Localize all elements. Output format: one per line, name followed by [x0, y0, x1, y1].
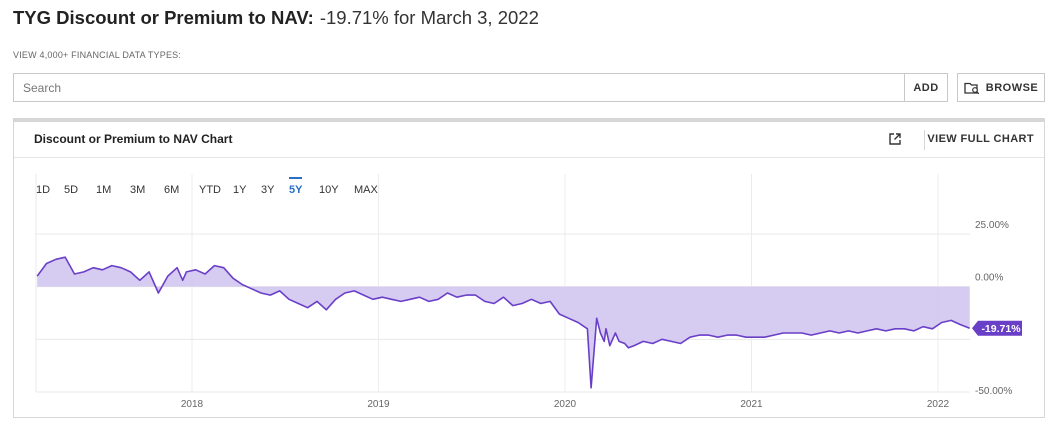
- range-button-3m[interactable]: 3M: [130, 184, 146, 196]
- chart-area: 25.00%0.00%-50.00% 2018 2019 2020 2021 2022 …: [35, 174, 1022, 410]
- range-button-10y[interactable]: 10Y: [319, 184, 339, 196]
- panel-divider: [14, 157, 1044, 158]
- x-tick-label: 2018: [181, 399, 204, 410]
- x-tick-label: 2020: [554, 399, 577, 410]
- x-tick-label: 2021: [740, 399, 763, 410]
- data-types-caption: VIEW 4,000+ FINANCIAL DATA TYPES:: [13, 50, 182, 60]
- last-value-badge: -19.71%: [972, 320, 1022, 336]
- browse-button-label: BROWSE: [985, 81, 1039, 94]
- page-title-value: -19.71% for March 3, 2022: [319, 7, 539, 28]
- chart-panel: Discount or Premium to NAV Chart VIEW FU…: [13, 118, 1045, 418]
- x-tick-label: 2019: [367, 399, 390, 410]
- last-value-badge-text: -19.71%: [981, 323, 1021, 335]
- x-axis-ticks: 2018 2019 2020 2021 2022: [181, 399, 950, 410]
- range-button-max[interactable]: MAX: [354, 184, 378, 196]
- search-box: ADD: [13, 73, 948, 102]
- page-title: TYG Discount or Premium to NAV: -19.71% f…: [13, 7, 539, 29]
- discount-series-line: [36, 256, 970, 389]
- range-button-3y[interactable]: 3Y: [261, 184, 275, 196]
- browse-folder-icon: [964, 82, 980, 94]
- chart-panel-title: Discount or Premium to NAV Chart: [34, 132, 233, 146]
- range-button-1y[interactable]: 1Y: [233, 184, 247, 196]
- page-title-label: TYG Discount or Premium to NAV:: [13, 7, 314, 28]
- y-axis-ticks: 25.00% 0.00% -50.00%: [975, 220, 1012, 397]
- range-button-6m[interactable]: 6M: [164, 184, 180, 196]
- range-button-5d[interactable]: 5D: [64, 184, 79, 196]
- external-link-icon[interactable]: [888, 132, 902, 146]
- last-value-badge-shape: [972, 320, 1022, 336]
- range-button-5y[interactable]: 5Y: [289, 177, 303, 196]
- search-input[interactable]: [14, 74, 905, 101]
- y-tick-label: -50.00%: [975, 386, 1012, 397]
- view-full-chart-link[interactable]: VIEW FULL CHART: [927, 133, 1034, 145]
- range-button-ytd[interactable]: YTD: [199, 184, 221, 196]
- header-separator: [924, 130, 925, 150]
- add-button[interactable]: ADD: [904, 74, 947, 101]
- range-button-1m[interactable]: 1M: [96, 184, 112, 196]
- x-tick-label: 2022: [927, 399, 950, 410]
- range-button-1d[interactable]: 1D: [36, 184, 51, 196]
- browse-button[interactable]: BROWSE: [957, 73, 1045, 102]
- discount-area-fill: [37, 257, 970, 388]
- y-tick-label: 0.00%: [975, 273, 1003, 284]
- y-tick-label: 25.00%: [975, 220, 1009, 231]
